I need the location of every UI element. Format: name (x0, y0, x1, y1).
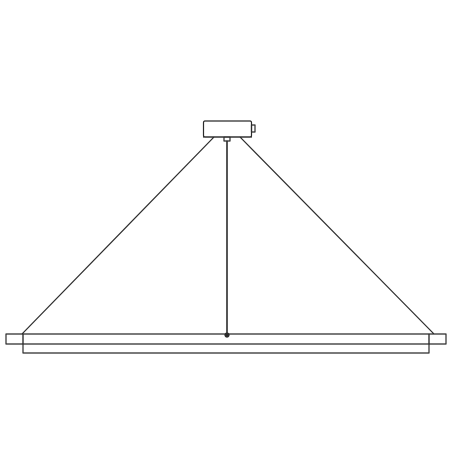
end-cap-left (5, 333, 24, 345)
linear-fixture (5, 333, 447, 354)
ceiling-canopy (202, 120, 256, 142)
end-cap-right (428, 333, 447, 345)
canopy-side-tab (250, 124, 256, 133)
canopy-body (202, 120, 253, 138)
suspension-cable-left (21, 136, 215, 335)
center-power-cord (224, 140, 230, 338)
suspension-cable-right (239, 136, 435, 335)
